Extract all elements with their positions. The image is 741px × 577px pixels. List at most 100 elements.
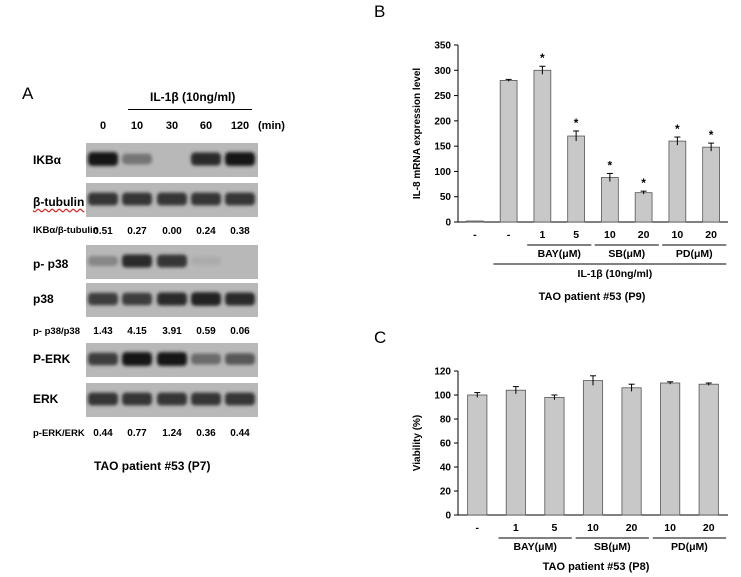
viability-chart: 0 20 40 60 80 100 120 Viability (%) - 1 5 10 20 10 20 B… [412, 367, 728, 573]
y-tick-label: 200 [434, 116, 451, 127]
panel-b-caption: TAO patient #53 (P9) [539, 291, 646, 303]
ratio-value: 0.51 [93, 226, 113, 237]
y-tick-label: 100 [434, 167, 451, 178]
group-label: BAY(μM) [538, 248, 581, 260]
category-label: - [473, 229, 477, 241]
blot-band [191, 392, 221, 406]
category-label: 20 [626, 522, 638, 534]
ratio-label-ikba-tubulin: IKBα/β-tubulin [33, 225, 99, 236]
bar [634, 192, 653, 223]
blot-band [225, 152, 255, 166]
blot-label-p-p38: p- p38 [33, 257, 69, 271]
western-blot-panels [86, 143, 258, 417]
blot-band [157, 292, 187, 306]
blot-band [157, 192, 187, 206]
y-tick-label: 300 [434, 66, 451, 77]
y-tick-label: 20 [440, 487, 452, 498]
y-tick-label: 100 [434, 391, 451, 402]
significance-star: * [574, 116, 579, 130]
bar [567, 135, 585, 223]
significance-star: * [709, 128, 714, 142]
y-tick-label: 50 [440, 192, 452, 203]
bar [601, 177, 619, 223]
lane-header: 0 [99, 120, 107, 132]
bar [499, 80, 518, 223]
blot-band [122, 254, 152, 268]
significance-star: * [641, 176, 646, 190]
y-axis-label: Viability (%) [412, 415, 423, 472]
category-label: 10 [587, 522, 599, 534]
y-tick-label: 0 [445, 511, 451, 522]
panel-a-caption: TAO patient #53 (P7) [94, 459, 211, 473]
blot-band [191, 152, 221, 166]
blot-band [88, 292, 118, 306]
bar [698, 383, 719, 516]
bar [668, 140, 687, 223]
panel-a-letter: A [22, 84, 34, 103]
group-label: PD(μM) [676, 248, 713, 260]
group-label: SB(μM) [594, 541, 631, 553]
panel-a-treatment-label: IL-1β (10ng/ml) [150, 90, 236, 104]
blot-band [88, 352, 118, 366]
lane-header: 60 [199, 120, 213, 132]
category-label: 20 [703, 522, 715, 534]
lane-header: 10 [130, 120, 144, 132]
group-label: SB(μM) [608, 248, 645, 260]
significance-star: * [540, 51, 545, 65]
panel-b-letter: B [374, 2, 386, 21]
ratio-value: 0.59 [196, 326, 216, 337]
blot-band [225, 392, 255, 406]
significance-star: * [608, 158, 613, 172]
category-label: 1 [513, 522, 519, 534]
y-tick-label: 120 [434, 367, 451, 378]
ratio-value: 0.24 [196, 226, 216, 237]
category-label: - [476, 522, 480, 534]
blot-band [88, 192, 118, 206]
blot-band [157, 254, 187, 268]
blot-band [157, 352, 187, 366]
bar [466, 220, 484, 223]
blot-band [88, 392, 118, 406]
y-tick-label: 0 [445, 218, 451, 229]
blot-band [122, 153, 152, 165]
blot-band [88, 255, 118, 267]
ratio-value: 0.44 [230, 428, 250, 439]
lane-header: 120 [230, 120, 250, 132]
ratio-value: 0.00 [162, 226, 182, 237]
ratio-value: 0.36 [196, 428, 216, 439]
blot-label-p38: p38 [33, 292, 54, 306]
blot-band [225, 353, 255, 365]
panel-c-letter: C [374, 328, 387, 347]
il8-expression-chart: 0 50 100 150 200 250 300 350 IL-8 mRNA expressio… [412, 41, 728, 303]
blot-band [225, 192, 255, 206]
bar [533, 69, 552, 223]
bar [467, 394, 488, 516]
bar [544, 397, 565, 516]
group-label: PD(μM) [671, 541, 708, 553]
blot-band [88, 152, 118, 166]
group-label: BAY(μM) [513, 541, 556, 553]
blot-label-erk: ERK [33, 392, 59, 406]
blot-band [122, 352, 152, 366]
treatment-label: IL-1β (10ng/ml) [578, 268, 653, 280]
category-label: 20 [638, 229, 650, 241]
category-label: - [507, 229, 511, 241]
ratio-value: 1.43 [93, 326, 113, 337]
y-axis-label: IL-8 mRNA expression level [412, 68, 423, 200]
category-label: 5 [573, 229, 579, 241]
panel-a-treatment-line [128, 109, 252, 110]
blot-band [157, 392, 187, 406]
ratio-value: 0.27 [127, 226, 147, 237]
ratio-value: 0.06 [230, 326, 250, 337]
bar [621, 387, 642, 516]
blot-label-ikba: IKBα [33, 153, 62, 167]
ratio-value: 0.44 [93, 428, 113, 439]
ratio-value: 0.77 [127, 428, 147, 439]
bar [505, 389, 526, 516]
bar [582, 380, 604, 516]
ratio-value: 3.91 [162, 326, 182, 337]
category-label: 5 [552, 522, 558, 534]
ratio-value: 4.15 [127, 326, 147, 337]
y-tick-label: 350 [434, 41, 451, 52]
category-label: 20 [705, 229, 717, 241]
